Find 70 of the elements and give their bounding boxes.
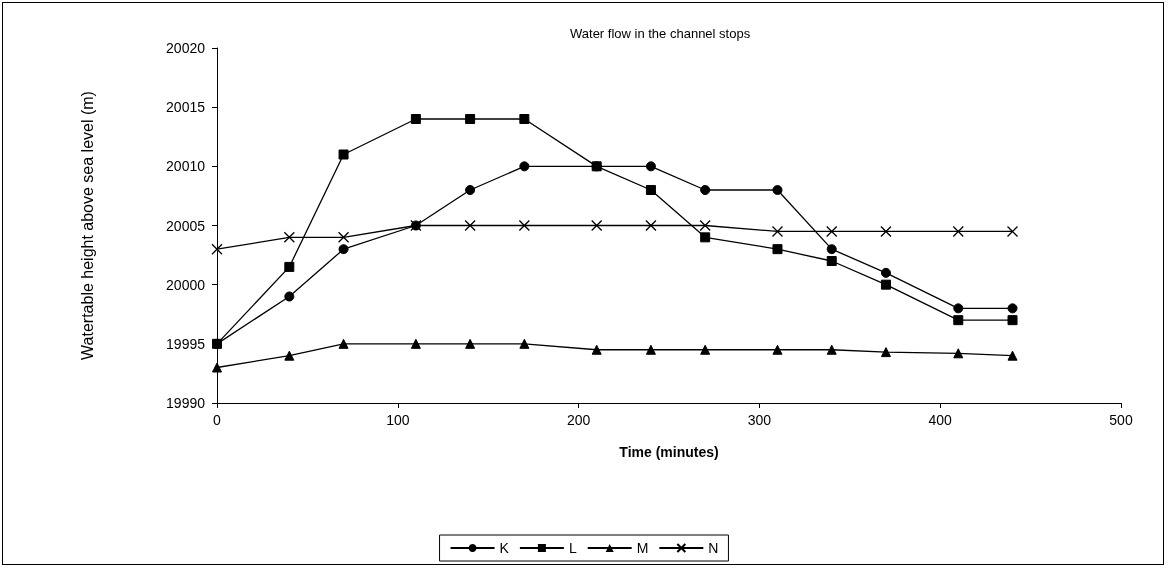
point (519, 114, 530, 124)
y-tick-label: 20005 (166, 217, 206, 234)
point (284, 261, 295, 272)
point (518, 219, 531, 232)
x-axis-title: Time (minutes) (619, 444, 719, 460)
point (211, 243, 223, 255)
point (212, 362, 222, 373)
x-tick-label: 400 (928, 412, 953, 428)
point (700, 232, 711, 243)
point (1007, 303, 1018, 314)
point (645, 161, 656, 172)
point (1007, 315, 1018, 326)
x-tick-label: 0 (213, 412, 222, 428)
point (465, 338, 476, 349)
point (952, 225, 964, 238)
point (826, 256, 837, 266)
point (772, 185, 783, 195)
point (953, 348, 964, 359)
point (699, 219, 711, 232)
x-tick-label: 500 (1109, 412, 1133, 428)
point (953, 303, 964, 314)
chart-title: Water flow in the channel stops (570, 26, 751, 41)
legend-label: L (568, 540, 577, 556)
point (880, 225, 892, 238)
point (1007, 350, 1018, 361)
x-tick-label: 100 (386, 412, 410, 428)
point (410, 114, 421, 124)
point (772, 244, 783, 255)
y-tick-label: 19990 (166, 395, 206, 411)
point (465, 114, 476, 124)
y-axis-title: Watertable height above sea level (m) (78, 91, 96, 360)
point (880, 279, 891, 290)
x-tick-label: 200 (566, 412, 591, 428)
point (464, 219, 476, 232)
y-tick-label: 20000 (166, 276, 206, 293)
point (465, 185, 476, 195)
point (338, 338, 349, 349)
point (1006, 225, 1019, 238)
y-tick-label: 20020 (166, 40, 206, 56)
point (519, 161, 530, 172)
point (771, 225, 784, 238)
point (826, 244, 837, 255)
point (337, 231, 350, 243)
y-tick-label: 20015 (166, 99, 206, 116)
point (700, 344, 711, 355)
point (700, 185, 711, 195)
point (283, 231, 295, 243)
point (591, 219, 603, 232)
point (645, 344, 656, 355)
point (880, 347, 891, 358)
point (338, 244, 349, 255)
x-tick-label: 300 (747, 412, 772, 428)
legend-label: N (708, 540, 719, 556)
point (284, 291, 295, 302)
y-tick-label: 20010 (166, 158, 206, 175)
point (826, 344, 837, 355)
point (645, 219, 657, 232)
point (519, 338, 530, 349)
y-tick-label: 19995 (166, 335, 206, 352)
point (338, 149, 349, 160)
point (645, 185, 656, 195)
point (284, 350, 295, 361)
legend-label: M (636, 540, 649, 556)
legend-label: K (499, 540, 510, 556)
point (410, 338, 421, 349)
point (772, 344, 783, 355)
point (826, 225, 838, 238)
point (880, 267, 891, 278)
point (591, 344, 602, 355)
point (953, 315, 964, 326)
